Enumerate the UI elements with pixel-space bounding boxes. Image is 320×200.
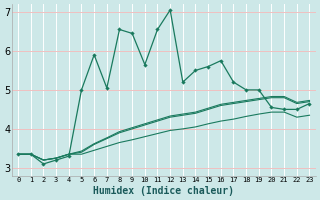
X-axis label: Humidex (Indice chaleur): Humidex (Indice chaleur) xyxy=(93,186,234,196)
